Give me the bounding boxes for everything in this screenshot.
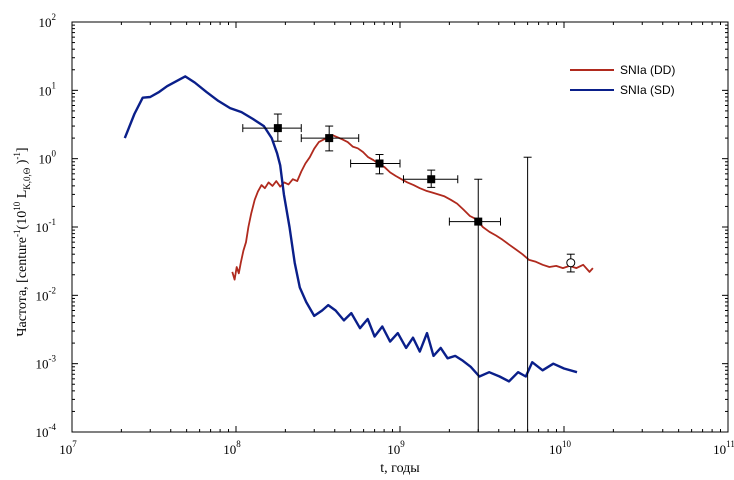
series-line-dd (231, 134, 594, 281)
observation-point (523, 156, 532, 432)
y-tick-label: 10-2 (36, 285, 57, 303)
y-tick-label: 10-1 (36, 217, 57, 235)
x-tick-label-base: 10 (713, 442, 726, 457)
x-tick-label-exp: 10 (562, 439, 572, 449)
ylabel-part-end: ] (15, 147, 30, 152)
y-tick-label: 102 (39, 12, 57, 30)
square-marker (325, 134, 334, 143)
y-tick-label: 101 (39, 80, 57, 98)
y-tick-label-base: 10 (36, 425, 49, 440)
ylabel-part-sup1: -1 (12, 229, 22, 237)
x-tick-label-base: 10 (59, 442, 72, 457)
ylabel-part-mid: (10 (15, 211, 30, 230)
y-tick-label: 10-3 (36, 354, 57, 372)
observation-point (448, 178, 501, 432)
ylabel-text: Частота, [centure-1(1010 LK,0,Θ )-1] (12, 147, 32, 336)
plot-area (123, 75, 594, 432)
x-tick-label-base: 10 (549, 442, 562, 457)
y-tick-label-exp: -1 (49, 217, 57, 227)
y-tick-label-exp: -3 (49, 354, 57, 364)
y-tick-label-base: 10 (39, 83, 52, 98)
axis-ticks (71, 21, 729, 433)
x-tick-label: 108 (223, 439, 241, 457)
legend: SNIa (DD) SNIa (SD) (570, 63, 675, 97)
y-tick-label-base: 10 (39, 152, 52, 167)
y-tick-label-exp: 2 (52, 12, 57, 22)
x-tick-label-exp: 8 (236, 439, 241, 449)
ylabel-part-l: L (15, 190, 30, 202)
x-tick-label-base: 10 (223, 442, 236, 457)
observation-point (300, 125, 360, 152)
y-tick-label: 10-4 (36, 422, 57, 440)
x-tick-label: 109 (387, 439, 405, 457)
x-tick-label: 107 (59, 439, 77, 457)
x-tick-label-base: 10 (387, 442, 400, 457)
observation-point (350, 154, 401, 175)
y-tick-label-base: 10 (36, 220, 49, 235)
x-tick-label: 1011 (713, 439, 734, 457)
legend-label: SNIa (SD) (620, 83, 675, 97)
y-tick-label-base: 10 (39, 15, 52, 30)
y-tick-label-exp: 1 (52, 80, 57, 90)
legend-label: SNIa (DD) (620, 63, 675, 77)
x-tick-label-exp: 9 (400, 439, 405, 449)
ylabel-part-sup2: 10 (12, 201, 22, 211)
series-line-sd (123, 75, 578, 383)
ylabel-part-sub: K,0,Θ (22, 167, 32, 189)
square-marker (273, 124, 282, 133)
ylabel-part-main: Частота, [centure (15, 237, 30, 337)
y-tick-label-base: 10 (36, 288, 49, 303)
observation-point (402, 169, 459, 188)
observation-point (242, 113, 302, 142)
square-marker (375, 159, 384, 168)
observation-point (566, 253, 576, 273)
square-marker (474, 217, 483, 226)
y-tick-label-exp: -4 (49, 422, 57, 432)
x-tick-label-exp: 11 (726, 439, 734, 449)
y-tick-label-exp: -2 (49, 285, 57, 295)
xlabel: t, годы (380, 461, 420, 476)
y-tick-label-exp: 0 (52, 149, 57, 159)
x-tick-label-exp: 7 (72, 439, 77, 449)
circle-marker (566, 258, 576, 268)
square-marker (427, 175, 436, 184)
ylabel-part-sup3: -1 (12, 152, 22, 160)
ylabel: Частота, [centure-1(1010 LK,0,Θ )-1] (12, 147, 32, 336)
x-tick-label: 1010 (549, 439, 572, 457)
y-tick-label-base: 10 (36, 357, 49, 372)
y-tick-label: 100 (39, 149, 57, 167)
ylabel-part-close: ) (15, 159, 30, 168)
